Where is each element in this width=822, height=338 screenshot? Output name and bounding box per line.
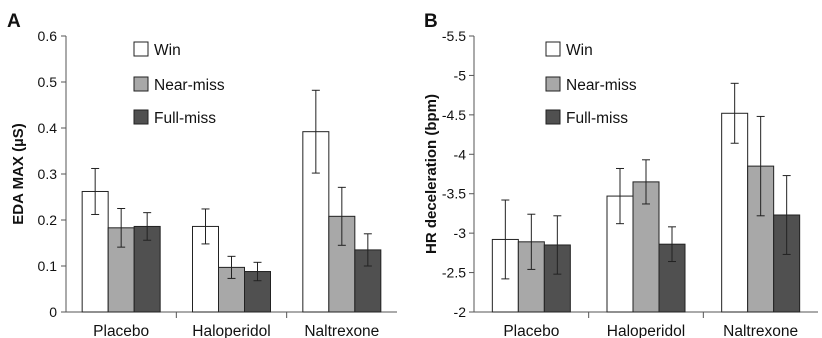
bar-win xyxy=(721,112,749,313)
legend-label: Near-miss xyxy=(154,77,225,94)
y-tick-label: 0.5 xyxy=(38,74,58,90)
x-tick-label: Naltrexone xyxy=(723,323,798,338)
y-tick-label: 0.2 xyxy=(38,212,58,228)
chart-panel-b: B -2 -2.5 -3 -3.5 -4 -4.5 -5 -5.5 HR deceleration… xyxy=(423,11,818,338)
x-tick-label: Haloperidol xyxy=(607,323,685,338)
y-tick-label: -3.5 xyxy=(442,186,466,202)
legend-label: Full-miss xyxy=(566,110,628,127)
y-tick-label: -4 xyxy=(454,146,467,162)
y-tick-label: -5.5 xyxy=(442,28,466,44)
y-tick-label: 0.3 xyxy=(38,166,58,182)
legend-swatch xyxy=(133,76,149,92)
legend-label: Win xyxy=(154,42,181,59)
y-tick-label: 0 xyxy=(49,304,57,320)
chart-panel-a: A 0 0.1 0.2 0.3 0.4 0.5 0.6 EDA MAX (µS) Placebo H… xyxy=(7,11,397,338)
y-tick-label: -4.5 xyxy=(442,107,466,123)
legend-swatch xyxy=(545,76,561,92)
y-tick-label: -3 xyxy=(454,225,467,241)
panel-letter: A xyxy=(7,11,21,32)
y-tick-label: -2.5 xyxy=(442,265,466,281)
legend-swatch xyxy=(545,41,561,57)
x-tick-label: Naltrexone xyxy=(304,323,379,338)
legend-swatch xyxy=(133,41,149,57)
legend-swatch xyxy=(545,109,561,125)
y-axis-label: EDA MAX (µS) xyxy=(10,123,27,224)
y-tick-label: -2 xyxy=(454,304,467,320)
y-tick-label: -5 xyxy=(454,67,467,83)
x-tick-label: Haloperidol xyxy=(192,323,270,338)
legend-label: Win xyxy=(566,42,593,59)
x-tick-label: Placebo xyxy=(503,323,559,338)
y-tick-label: 0.4 xyxy=(38,120,58,136)
y-tick-label: 0.1 xyxy=(38,258,58,274)
y-axis-label: HR deceleration (bpm) xyxy=(423,94,440,254)
x-tick-label: Placebo xyxy=(93,323,149,338)
y-tick-label: 0.6 xyxy=(38,28,58,44)
legend-swatch xyxy=(133,109,149,125)
legend-label: Near-miss xyxy=(566,77,637,94)
panel-letter: B xyxy=(424,11,438,32)
legend-label: Full-miss xyxy=(154,110,216,127)
